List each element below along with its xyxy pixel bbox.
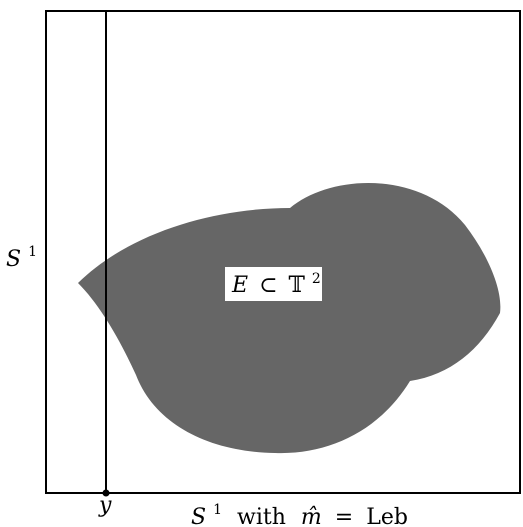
point-y-marker [102,489,110,497]
point-y-label: y [98,493,112,518]
region-label: E ⊂ 𝕋 2 [231,271,321,298]
torus-frame [45,10,521,494]
bottom-axis-label: S 1 with m̂ = Leb [191,495,408,527]
left-axis-label: S 1 [6,244,37,272]
set-e-region [78,182,501,454]
region-label-box [225,267,322,301]
